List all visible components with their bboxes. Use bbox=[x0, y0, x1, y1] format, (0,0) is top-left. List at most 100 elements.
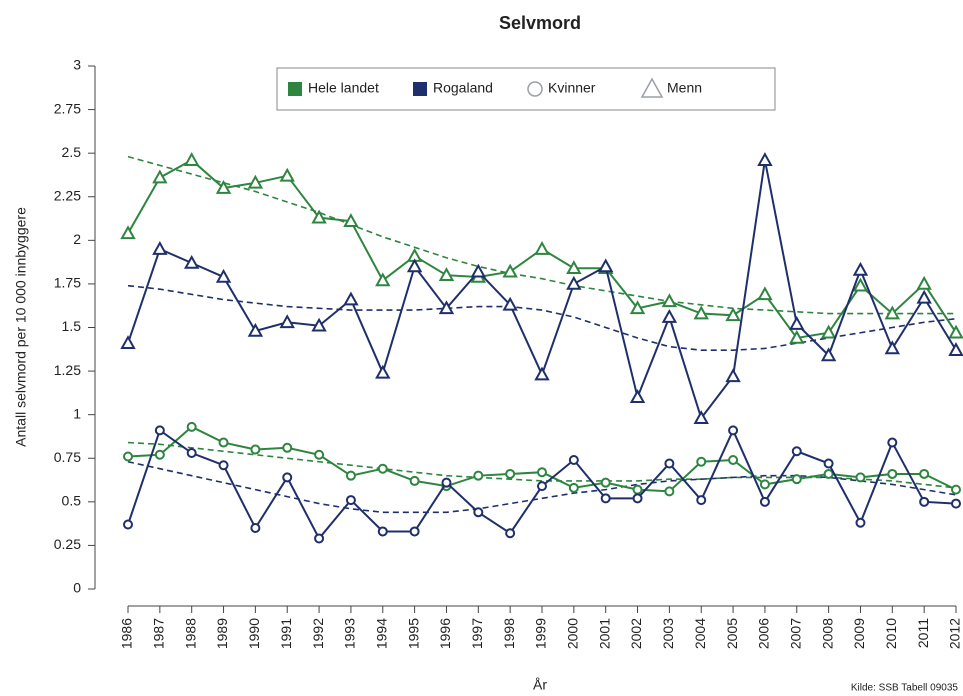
x-tick-label: 1990 bbox=[246, 618, 262, 649]
point bbox=[343, 291, 359, 306]
x-tick-label: 1998 bbox=[501, 618, 517, 649]
point bbox=[537, 481, 547, 492]
trend-line bbox=[127, 441, 957, 489]
point bbox=[566, 275, 582, 290]
point bbox=[951, 484, 961, 495]
x-tick-label: 1987 bbox=[151, 618, 167, 649]
point bbox=[377, 463, 388, 474]
point bbox=[568, 482, 579, 493]
point bbox=[823, 468, 834, 479]
point bbox=[887, 468, 898, 479]
legend-box bbox=[276, 67, 776, 111]
point bbox=[916, 289, 932, 304]
point bbox=[789, 315, 805, 330]
point bbox=[154, 449, 165, 460]
point bbox=[473, 507, 484, 518]
point bbox=[820, 347, 837, 362]
y-tick-label: 0.75 bbox=[54, 449, 81, 465]
point bbox=[282, 442, 293, 453]
point bbox=[600, 493, 611, 504]
point bbox=[377, 526, 388, 537]
x-tick-label: 2008 bbox=[819, 618, 835, 649]
x-tick-label: 1997 bbox=[469, 618, 485, 649]
x-tick-label: 1989 bbox=[214, 618, 230, 649]
point bbox=[502, 296, 518, 311]
point bbox=[664, 458, 675, 469]
x-tick-label: 2009 bbox=[851, 618, 867, 649]
legend-swatch bbox=[288, 82, 302, 96]
point bbox=[343, 213, 359, 227]
point bbox=[855, 472, 866, 483]
point bbox=[250, 522, 261, 533]
point bbox=[948, 324, 963, 339]
y-tick-label: 2.5 bbox=[62, 144, 82, 160]
point bbox=[345, 495, 356, 506]
x-tick-label: 1996 bbox=[437, 618, 453, 649]
x-tick-label: 1988 bbox=[182, 618, 198, 649]
point bbox=[473, 470, 484, 481]
point bbox=[345, 470, 356, 481]
point bbox=[696, 495, 707, 506]
point bbox=[661, 293, 678, 308]
x-tick-label: 2000 bbox=[565, 618, 581, 649]
y-tick-label: 2.75 bbox=[54, 100, 81, 116]
legend-swatch bbox=[413, 82, 427, 96]
x-tick-label: 2002 bbox=[628, 618, 644, 649]
point bbox=[725, 368, 741, 383]
point bbox=[152, 169, 168, 184]
point bbox=[725, 307, 741, 322]
point bbox=[120, 225, 136, 240]
y-tick-label: 2.25 bbox=[54, 187, 81, 203]
point bbox=[438, 300, 455, 315]
point bbox=[728, 454, 739, 465]
trend-line bbox=[127, 284, 957, 351]
point bbox=[568, 454, 579, 465]
point bbox=[629, 300, 646, 315]
x-tick-label: 1999 bbox=[533, 618, 549, 649]
x-axis-label: År bbox=[533, 677, 547, 693]
x-tick-label: 2003 bbox=[660, 618, 676, 649]
x-tick-label: 2001 bbox=[596, 618, 612, 649]
point bbox=[375, 364, 391, 379]
point bbox=[759, 479, 770, 490]
point bbox=[693, 410, 709, 424]
point bbox=[409, 526, 420, 537]
point bbox=[279, 167, 295, 182]
point bbox=[855, 517, 866, 528]
legend-label: Hele landet bbox=[308, 80, 379, 96]
point bbox=[247, 322, 264, 337]
point bbox=[919, 468, 930, 479]
point bbox=[218, 437, 229, 448]
legend-label: Menn bbox=[667, 80, 702, 96]
point bbox=[215, 268, 232, 283]
trend-line bbox=[127, 460, 957, 514]
point bbox=[537, 467, 547, 478]
point bbox=[696, 456, 707, 467]
point bbox=[534, 240, 550, 255]
x-tick-label: 1995 bbox=[405, 618, 421, 649]
x-tick-label: 2006 bbox=[756, 618, 772, 649]
point bbox=[215, 179, 232, 194]
x-tick-label: 1993 bbox=[342, 618, 358, 649]
point bbox=[757, 152, 773, 166]
x-tick-label: 2007 bbox=[787, 618, 803, 649]
point bbox=[375, 272, 391, 287]
point bbox=[311, 317, 327, 332]
point bbox=[247, 174, 264, 189]
point bbox=[311, 209, 327, 224]
chart-title: Selvmord bbox=[499, 13, 581, 33]
point bbox=[951, 498, 961, 509]
point bbox=[279, 314, 295, 329]
point bbox=[597, 258, 614, 273]
point bbox=[314, 533, 325, 544]
point bbox=[502, 263, 518, 278]
point bbox=[218, 460, 229, 471]
point bbox=[759, 496, 770, 507]
point bbox=[948, 342, 963, 356]
point bbox=[186, 421, 197, 432]
point bbox=[664, 486, 675, 497]
point bbox=[566, 260, 582, 275]
trend-line bbox=[127, 155, 956, 315]
source: Kilde: SSB Tabell 09035 bbox=[851, 683, 959, 694]
